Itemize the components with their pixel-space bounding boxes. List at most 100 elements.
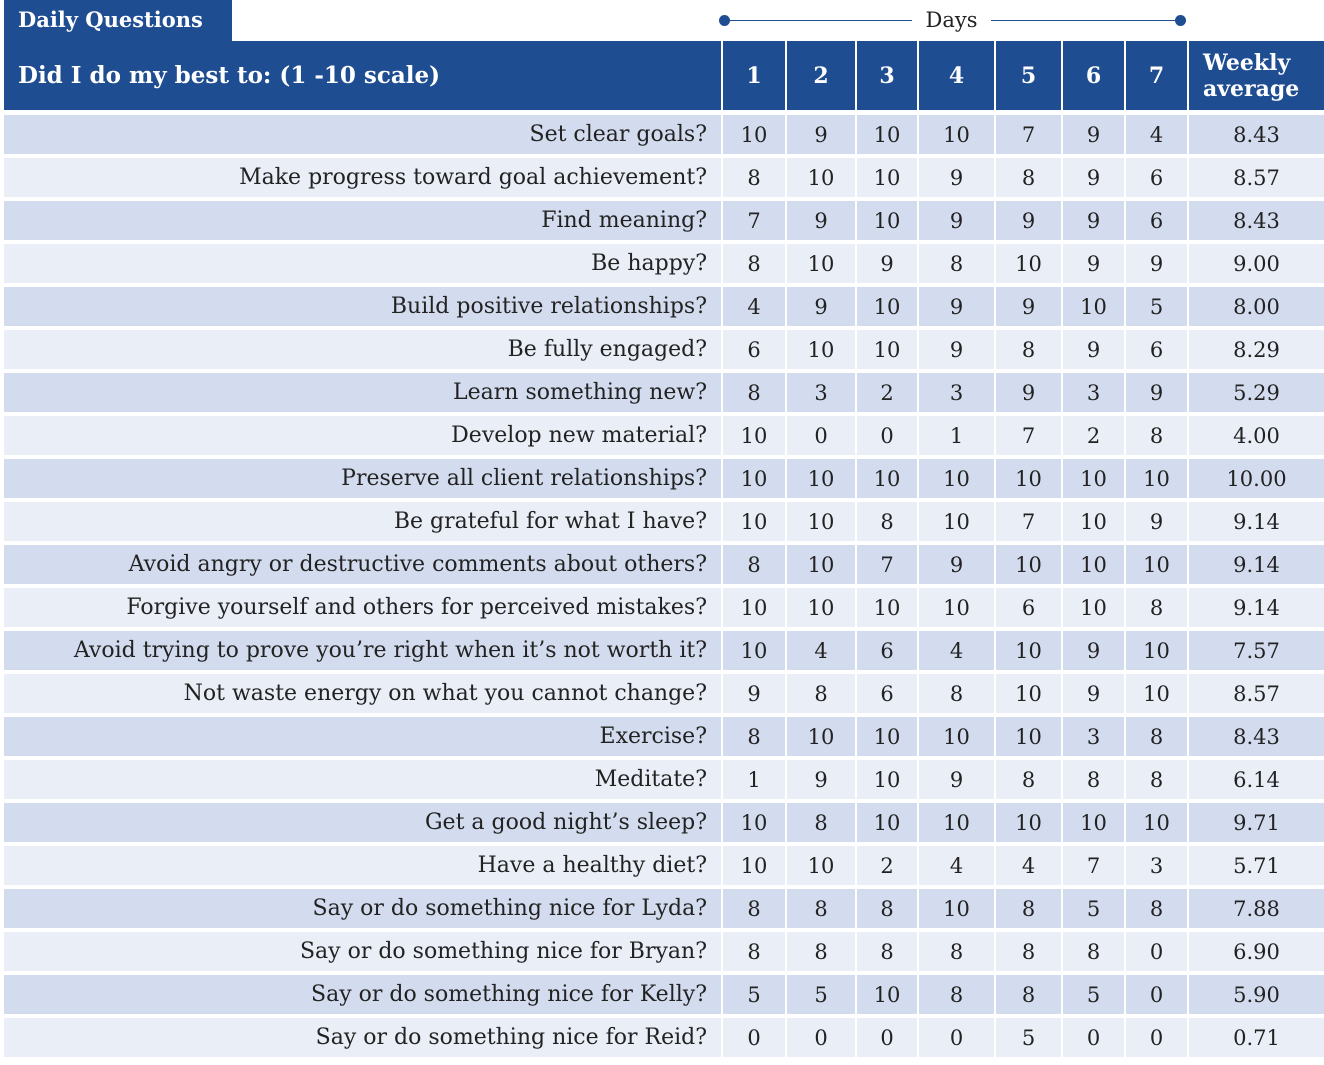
- day-score-cell: 9: [786, 115, 857, 158]
- day-score-cell: 10: [918, 887, 996, 932]
- day-header: 5: [995, 41, 1063, 110]
- days-indicator: Days: [719, 4, 1186, 38]
- question-cell: Say or do something nice for Kelly?: [4, 973, 723, 1018]
- day-score-cell: 0: [786, 414, 857, 459]
- weekly-average-cell: 9.14: [1188, 500, 1324, 545]
- day-score-cell: 8: [786, 930, 857, 975]
- day-score-cell: 7: [722, 199, 787, 244]
- day-score-cell: 10: [918, 715, 996, 760]
- day-score-cell: 8: [856, 930, 919, 975]
- weekly-average-cell: 8.57: [1188, 672, 1324, 717]
- day-score-cell: 10: [722, 500, 787, 545]
- days-line-right: [991, 20, 1180, 21]
- question-cell: Meditate?: [4, 758, 723, 803]
- day-score-cell: 10: [1062, 457, 1126, 502]
- day-score-cell: 7: [995, 414, 1063, 459]
- header-row: Did I do my best to: (1 -10 scale) 1 2 3…: [4, 41, 1324, 110]
- day-score-cell: 9: [995, 285, 1063, 330]
- weekly-average-header-line1: Weekly: [1203, 49, 1291, 76]
- day-score-cell: 0: [722, 1016, 787, 1061]
- weekly-average-cell: 8.00: [1188, 285, 1324, 330]
- weekly-average-cell: 7.57: [1188, 629, 1324, 674]
- day-score-cell: 10: [722, 457, 787, 502]
- day-score-cell: 9: [1062, 629, 1126, 674]
- day-header: 1: [722, 41, 787, 110]
- day-score-cell: 6: [1125, 328, 1189, 373]
- table-row: Get a good night’s sleep? 10 8 10 10 10 10 10 9.…: [4, 801, 1324, 846]
- day-score-cell: 9: [918, 758, 996, 803]
- question-cell: Find meaning?: [4, 199, 723, 244]
- table-row: Say or do something nice for Lyda? 8 8 8 10 8…: [4, 887, 1324, 932]
- day-score-cell: 8: [856, 500, 919, 545]
- table-row: Be grateful for what I have? 10 10 8 10 7 10 9 9…: [4, 500, 1324, 545]
- day-score-cell: 0: [856, 414, 919, 459]
- day-score-cell: 10: [786, 844, 857, 889]
- table-row: Say or do something nice for Reid? 0 0 0 0 5 0…: [4, 1016, 1324, 1061]
- day-score-cell: 9: [918, 199, 996, 244]
- question-cell: Be grateful for what I have?: [4, 500, 723, 545]
- table-row: Preserve all client relationships? 10 10 10…: [4, 457, 1324, 502]
- day-score-cell: 10: [1125, 457, 1189, 502]
- weekly-average-cell: 8.29: [1188, 328, 1324, 373]
- day-score-cell: 8: [1125, 715, 1189, 760]
- table-row: Not waste energy on what you cannot chan…: [4, 672, 1324, 717]
- day-score-cell: 8: [1062, 758, 1126, 803]
- weekly-average-cell: 5.71: [1188, 844, 1324, 889]
- day-score-cell: 9: [995, 371, 1063, 416]
- day-score-cell: 8: [786, 801, 857, 846]
- day-score-cell: 8: [1125, 414, 1189, 459]
- day-score-cell: 10: [918, 586, 996, 631]
- header-spacer: [4, 110, 1324, 115]
- weekly-average-cell: 5.90: [1188, 973, 1324, 1018]
- table-row: Learn something new? 8 3 2 3 9 3 9 5.29: [4, 371, 1324, 416]
- day-score-cell: 9: [918, 285, 996, 330]
- day-score-cell: 8: [722, 156, 787, 201]
- question-cell: Get a good night’s sleep?: [4, 801, 723, 846]
- day-score-cell: 7: [995, 115, 1063, 158]
- day-score-cell: 8: [856, 887, 919, 932]
- day-score-cell: 10: [786, 500, 857, 545]
- day-score-cell: 8: [1062, 930, 1126, 975]
- question-cell: Learn something new?: [4, 371, 723, 416]
- day-score-cell: 5: [722, 973, 787, 1018]
- day-score-cell: 3: [786, 371, 857, 416]
- day-score-cell: 10: [722, 629, 787, 674]
- table-row: Develop new material? 10 0 0 1 7 2 8 4.00: [4, 414, 1324, 459]
- day-score-cell: 10: [995, 629, 1063, 674]
- day-score-cell: 10: [1125, 801, 1189, 846]
- table-row: Avoid angry or destructive comments abou…: [4, 543, 1324, 588]
- weekly-average-cell: 8.43: [1188, 199, 1324, 244]
- question-cell: Exercise?: [4, 715, 723, 760]
- day-score-cell: 7: [995, 500, 1063, 545]
- day-score-cell: 0: [1062, 1016, 1126, 1061]
- weekly-average-cell: 9.71: [1188, 801, 1324, 846]
- day-score-cell: 0: [1125, 973, 1189, 1018]
- day-score-cell: 10: [918, 457, 996, 502]
- table-row: Find meaning? 7 9 10 9 9 9 6 8.43: [4, 199, 1324, 244]
- day-score-cell: 8: [918, 973, 996, 1018]
- day-score-cell: 2: [856, 844, 919, 889]
- weekly-average-cell: 8.43: [1188, 715, 1324, 760]
- day-score-cell: 5: [786, 973, 857, 1018]
- question-cell: Not waste energy on what you cannot chan…: [4, 672, 723, 717]
- day-score-cell: 0: [918, 1016, 996, 1061]
- weekly-average-cell: 4.00: [1188, 414, 1324, 459]
- day-score-cell: 9: [1062, 199, 1126, 244]
- day-score-cell: 9: [786, 758, 857, 803]
- day-score-cell: 9: [918, 328, 996, 373]
- day-score-cell: 5: [1125, 285, 1189, 330]
- day-score-cell: 7: [1062, 844, 1126, 889]
- day-score-cell: 1: [722, 758, 787, 803]
- day-score-cell: 9: [786, 199, 857, 244]
- day-score-cell: 10: [856, 115, 919, 158]
- question-cell: Set clear goals?: [4, 115, 723, 158]
- day-score-cell: 8: [918, 242, 996, 287]
- weekly-average-header: Weekly average: [1188, 41, 1324, 110]
- day-score-cell: 10: [722, 115, 787, 158]
- day-score-cell: 8: [722, 242, 787, 287]
- day-score-cell: 10: [1062, 285, 1126, 330]
- day-score-cell: 8: [786, 672, 857, 717]
- weekly-average-cell: 9.14: [1188, 543, 1324, 588]
- day-score-cell: 3: [918, 371, 996, 416]
- day-score-cell: 8: [995, 973, 1063, 1018]
